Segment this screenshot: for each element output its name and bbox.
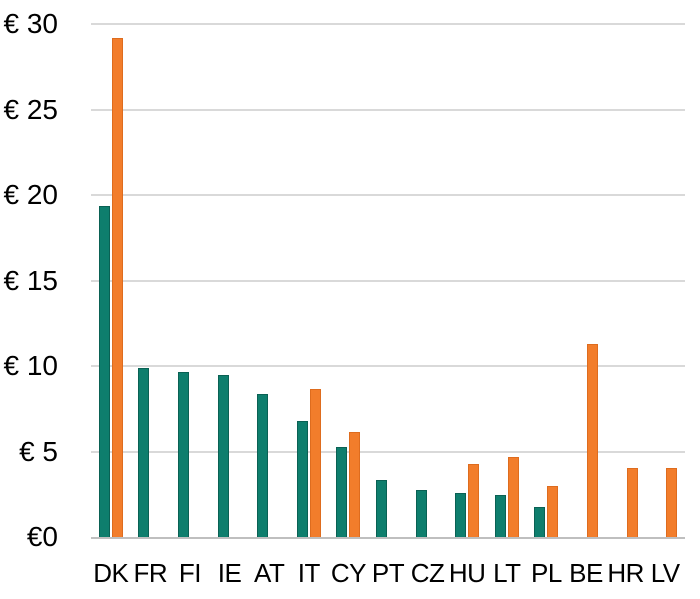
bar-group-dk: [91, 24, 131, 537]
bar-group-pl: [527, 24, 567, 537]
bar-group-fi: [170, 24, 210, 537]
gridline: [91, 108, 685, 111]
orange-series-bar-cy: [349, 431, 361, 537]
gridline: [91, 194, 685, 196]
orange-series-bar-dk: [111, 38, 123, 537]
teal-series-bar-it: [296, 421, 308, 537]
bar-group-cy: [329, 24, 369, 537]
x-tick-label-lt: LT: [493, 558, 521, 588]
teal-series-bar-cy: [336, 447, 348, 537]
y-tick-label: € 20: [3, 179, 59, 210]
orange-series-bar-hu: [468, 464, 480, 537]
teal-series-bar-lt: [494, 494, 506, 537]
teal-series-bar-fi: [177, 371, 189, 537]
x-tick-label-be: BE: [569, 558, 603, 588]
x-tick-label-hr: HR: [607, 558, 644, 588]
x-tick-label-lv: LV: [650, 558, 680, 588]
orange-series-bar-it: [309, 388, 321, 537]
teal-series-bar-fr: [138, 368, 150, 537]
orange-series-bar-lv: [666, 467, 678, 537]
y-tick-label: € 10: [3, 350, 59, 381]
teal-series-bar-cz: [415, 489, 427, 537]
x-tick-label-dk: DK: [93, 558, 129, 588]
y-tick-label: € 30: [3, 8, 59, 39]
bar-group-pt: [368, 24, 408, 537]
plot-area: [91, 23, 685, 539]
x-tick-label-pt: PT: [371, 558, 405, 588]
y-tick-label: € 25: [3, 93, 59, 125]
bar-group-lt: [487, 24, 527, 537]
orange-series-bar-lt: [507, 457, 519, 537]
x-tick-label-hu: HU: [448, 558, 486, 588]
orange-series-bar-hr: [626, 467, 638, 537]
y-axis: € 30 € 25 € 20 € 15 € 10 € 5 €0: [0, 0, 62, 599]
teal-series-bar-pl: [534, 506, 546, 537]
y-tick-label: €0: [26, 521, 58, 552]
gridline: [91, 279, 685, 282]
teal-series-bar-dk: [98, 205, 110, 537]
orange-series-bar-pl: [547, 486, 559, 537]
teal-series-bar-pt: [375, 479, 387, 537]
bar-group-be: [566, 24, 606, 537]
bar-group-hu: [447, 24, 487, 537]
x-tick-label-cy: CY: [330, 558, 367, 588]
bar-group-hr: [606, 24, 646, 537]
teal-series-bar-hu: [455, 493, 467, 537]
y-tick-label: € 5: [19, 435, 58, 467]
x-tick-label-it: IT: [297, 558, 321, 588]
y-tick-label: € 15: [3, 264, 59, 296]
bar-group-at: [249, 24, 289, 537]
x-tick-label-at: AT: [254, 558, 285, 588]
bar-group-cz: [408, 24, 448, 537]
x-tick-label-pl: PL: [530, 558, 562, 588]
orange-series-bar-be: [586, 344, 598, 537]
x-tick-label-ie: IE: [217, 558, 242, 588]
gridline: [91, 23, 685, 25]
gridline: [91, 450, 685, 453]
bar-group-fr: [131, 24, 171, 537]
bar-group-lv: [645, 24, 685, 537]
teal-series-bar-at: [257, 394, 269, 537]
x-tick-label-fi: FI: [178, 558, 202, 588]
bar-group-ie: [210, 24, 250, 537]
x-tick-label-cz: CZ: [410, 558, 445, 588]
gridline: [91, 365, 685, 367]
bar-group-it: [289, 24, 329, 537]
x-tick-label-fr: FR: [133, 558, 168, 588]
teal-series-bar-ie: [217, 375, 229, 537]
